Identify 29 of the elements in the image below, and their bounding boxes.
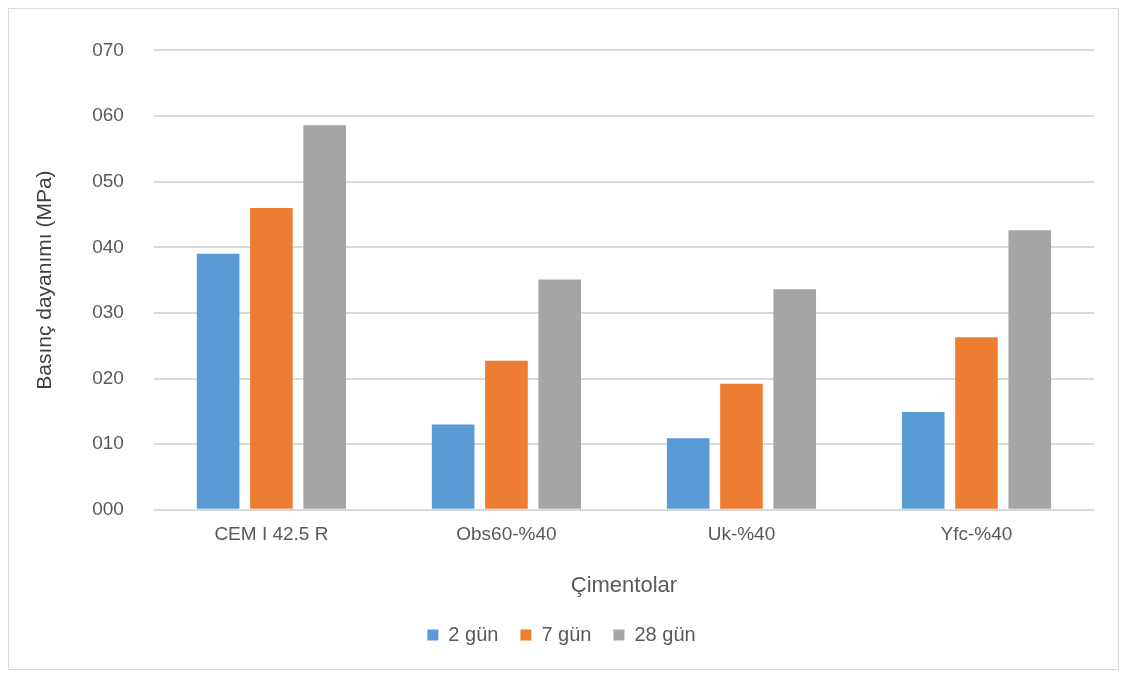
- y-tick-label: 070: [92, 38, 124, 60]
- bar: [666, 438, 710, 509]
- bar: [250, 207, 293, 509]
- y-tick-label: 040: [92, 235, 124, 257]
- bar: [1008, 230, 1052, 509]
- bar: [431, 424, 475, 509]
- legend-label: 28 gün: [634, 622, 696, 645]
- y-axis-title: Basınç dayanımı (MPa): [32, 170, 56, 390]
- x-axis-title: Çimentolar: [570, 571, 678, 597]
- y-tick-label: 060: [92, 104, 124, 126]
- x-tick-label: Yfc-%40: [940, 523, 1013, 545]
- legend-label: 2 gün: [448, 622, 499, 645]
- y-tick-label: 050: [92, 169, 124, 191]
- x-tick-label: CEM I 42.5 R: [214, 523, 329, 545]
- bar: [538, 279, 582, 509]
- x-tick-label: Obs60-%40: [456, 523, 557, 545]
- y-tick-label: 020: [92, 366, 124, 388]
- y-tick-label: 000: [92, 498, 124, 520]
- x-tick-label: Uk-%40: [707, 523, 776, 545]
- bar: [720, 383, 763, 509]
- bar: [955, 337, 998, 509]
- bar: [485, 360, 528, 509]
- bar: [901, 412, 945, 509]
- bar: [773, 289, 817, 509]
- y-tick-label: 030: [92, 301, 124, 323]
- y-tick-label: 010: [92, 432, 124, 454]
- bar: [303, 125, 346, 509]
- bar: [196, 253, 240, 509]
- legend-label: 7 gün: [541, 622, 592, 645]
